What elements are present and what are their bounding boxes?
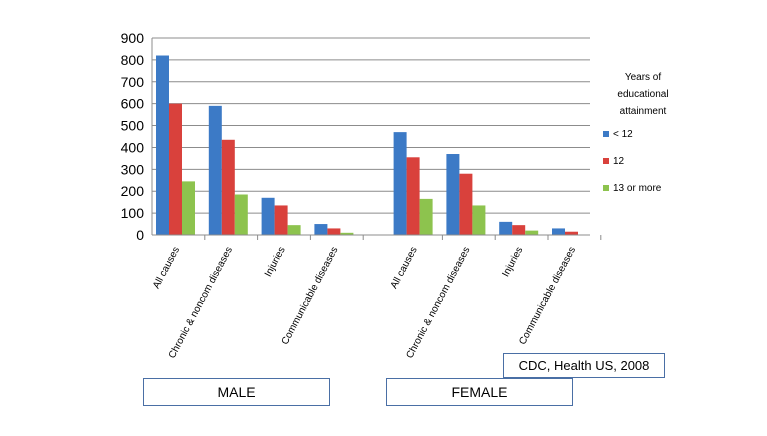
bar [512, 225, 526, 235]
category-label: All causes [151, 245, 182, 290]
y-tick-label: 500 [121, 118, 145, 134]
bar [525, 230, 539, 235]
category-label: All causes [389, 245, 420, 290]
bar [340, 232, 354, 235]
category-label: Communicable diseases [280, 245, 341, 346]
bar [499, 221, 513, 235]
bar [287, 225, 301, 235]
category-label: Chronic & noncom diseases [167, 245, 235, 360]
bar [459, 173, 473, 235]
bar [472, 205, 486, 235]
bar [446, 154, 460, 235]
bar [393, 132, 407, 235]
legend-label: 12 [613, 156, 625, 167]
bar [406, 157, 420, 235]
y-tick-label: 200 [121, 183, 145, 199]
category-label: Chronic & noncom diseases [404, 245, 472, 360]
group-label-male: MALE [143, 378, 330, 406]
legend-title: educational [617, 89, 668, 100]
bar [156, 55, 169, 236]
bar [234, 194, 248, 235]
y-tick-label: 400 [121, 139, 145, 155]
bar [327, 228, 341, 235]
legend-swatch [603, 185, 609, 191]
bar [565, 231, 578, 235]
y-tick-label: 900 [121, 30, 145, 46]
y-tick-label: 100 [121, 205, 145, 221]
legend-label: 13 or more [613, 183, 662, 194]
bars [156, 55, 578, 236]
legend-title: Years of [625, 72, 662, 83]
category-label: Communicable diseases [517, 245, 578, 346]
category-label: Injuries [263, 245, 288, 279]
legend-swatch [603, 131, 609, 137]
group-label-female: FEMALE [386, 378, 573, 406]
legend-title: attainment [620, 106, 667, 117]
category-label: Injuries [500, 245, 525, 279]
bar [169, 103, 182, 236]
bar [314, 224, 328, 235]
bar [208, 105, 222, 235]
bar [274, 205, 288, 235]
legend-label: < 12 [613, 129, 633, 140]
y-tick-label: 800 [121, 52, 145, 68]
y-tick-label: 700 [121, 74, 145, 90]
bar [221, 139, 235, 235]
bar [182, 181, 195, 235]
bar [419, 198, 433, 235]
y-axis: 0 100 200 300 400 500 600 700 800 900 [121, 30, 602, 243]
y-tick-label: 300 [121, 161, 145, 177]
source-note: CDC, Health US, 2008 [503, 353, 665, 378]
legend: Years of educational attainment < 12 12 13 or… [603, 72, 669, 194]
bar [261, 197, 275, 235]
y-tick-label: 600 [121, 96, 145, 112]
y-tick-label: 0 [136, 227, 144, 243]
bar [552, 228, 565, 235]
legend-swatch [603, 158, 609, 164]
